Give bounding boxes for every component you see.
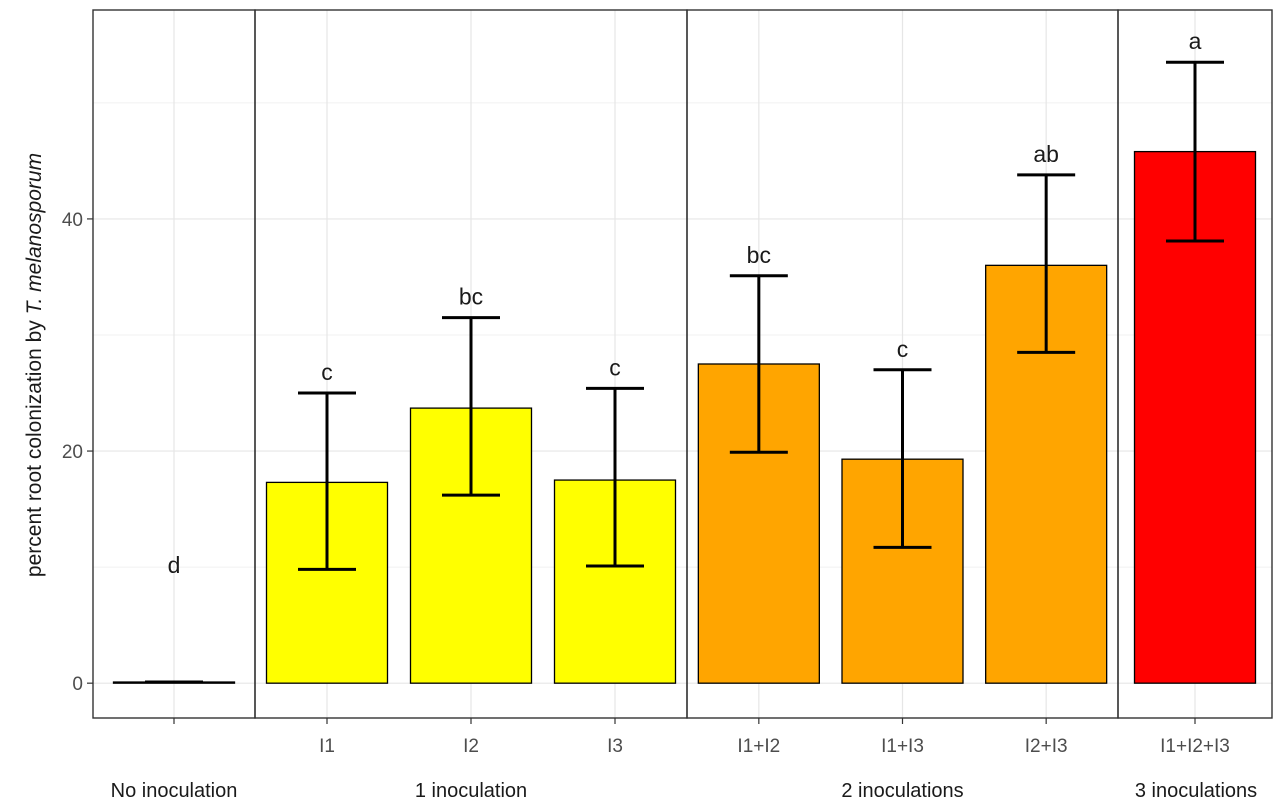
significance-letter: a <box>1189 28 1202 54</box>
y-tick-label: 0 <box>72 674 83 695</box>
significance-letter: c <box>897 336 909 362</box>
group-label: 3 inoculations <box>1135 780 1257 802</box>
y-axis-label: percent root colonization by T. melanosp… <box>23 153 46 577</box>
x-tick-label: I2 <box>463 736 479 757</box>
y-axis-label-prefix: percent root colonization by <box>23 314 46 577</box>
x-tick-label: I3 <box>607 736 623 757</box>
significance-letter: bc <box>459 284 483 310</box>
panel-border <box>1117 9 1273 719</box>
y-tick-label: 20 <box>62 442 83 463</box>
group-label: No inoculation <box>111 780 238 802</box>
y-tick-label: 40 <box>62 210 83 231</box>
x-tick-label: I1+I2 <box>737 736 780 757</box>
significance-letter: c <box>321 359 333 385</box>
x-tick-label: I2+I3 <box>1025 736 1068 757</box>
significance-letter: bc <box>747 242 771 268</box>
group-label: 2 inoculations <box>841 780 963 802</box>
group-label: 1 inoculation <box>415 780 527 802</box>
bar-I1 <box>265 481 389 684</box>
significance-letter: c <box>609 354 621 380</box>
significance-letter: d <box>168 552 181 578</box>
y-axis-label-species: T. melanosporum <box>23 153 46 314</box>
significance-letter: ab <box>1033 141 1059 167</box>
x-tick-label: I1+I2+I3 <box>1160 736 1230 757</box>
x-tick-label: I1 <box>319 736 335 757</box>
x-tick-label: I1+I3 <box>881 736 924 757</box>
